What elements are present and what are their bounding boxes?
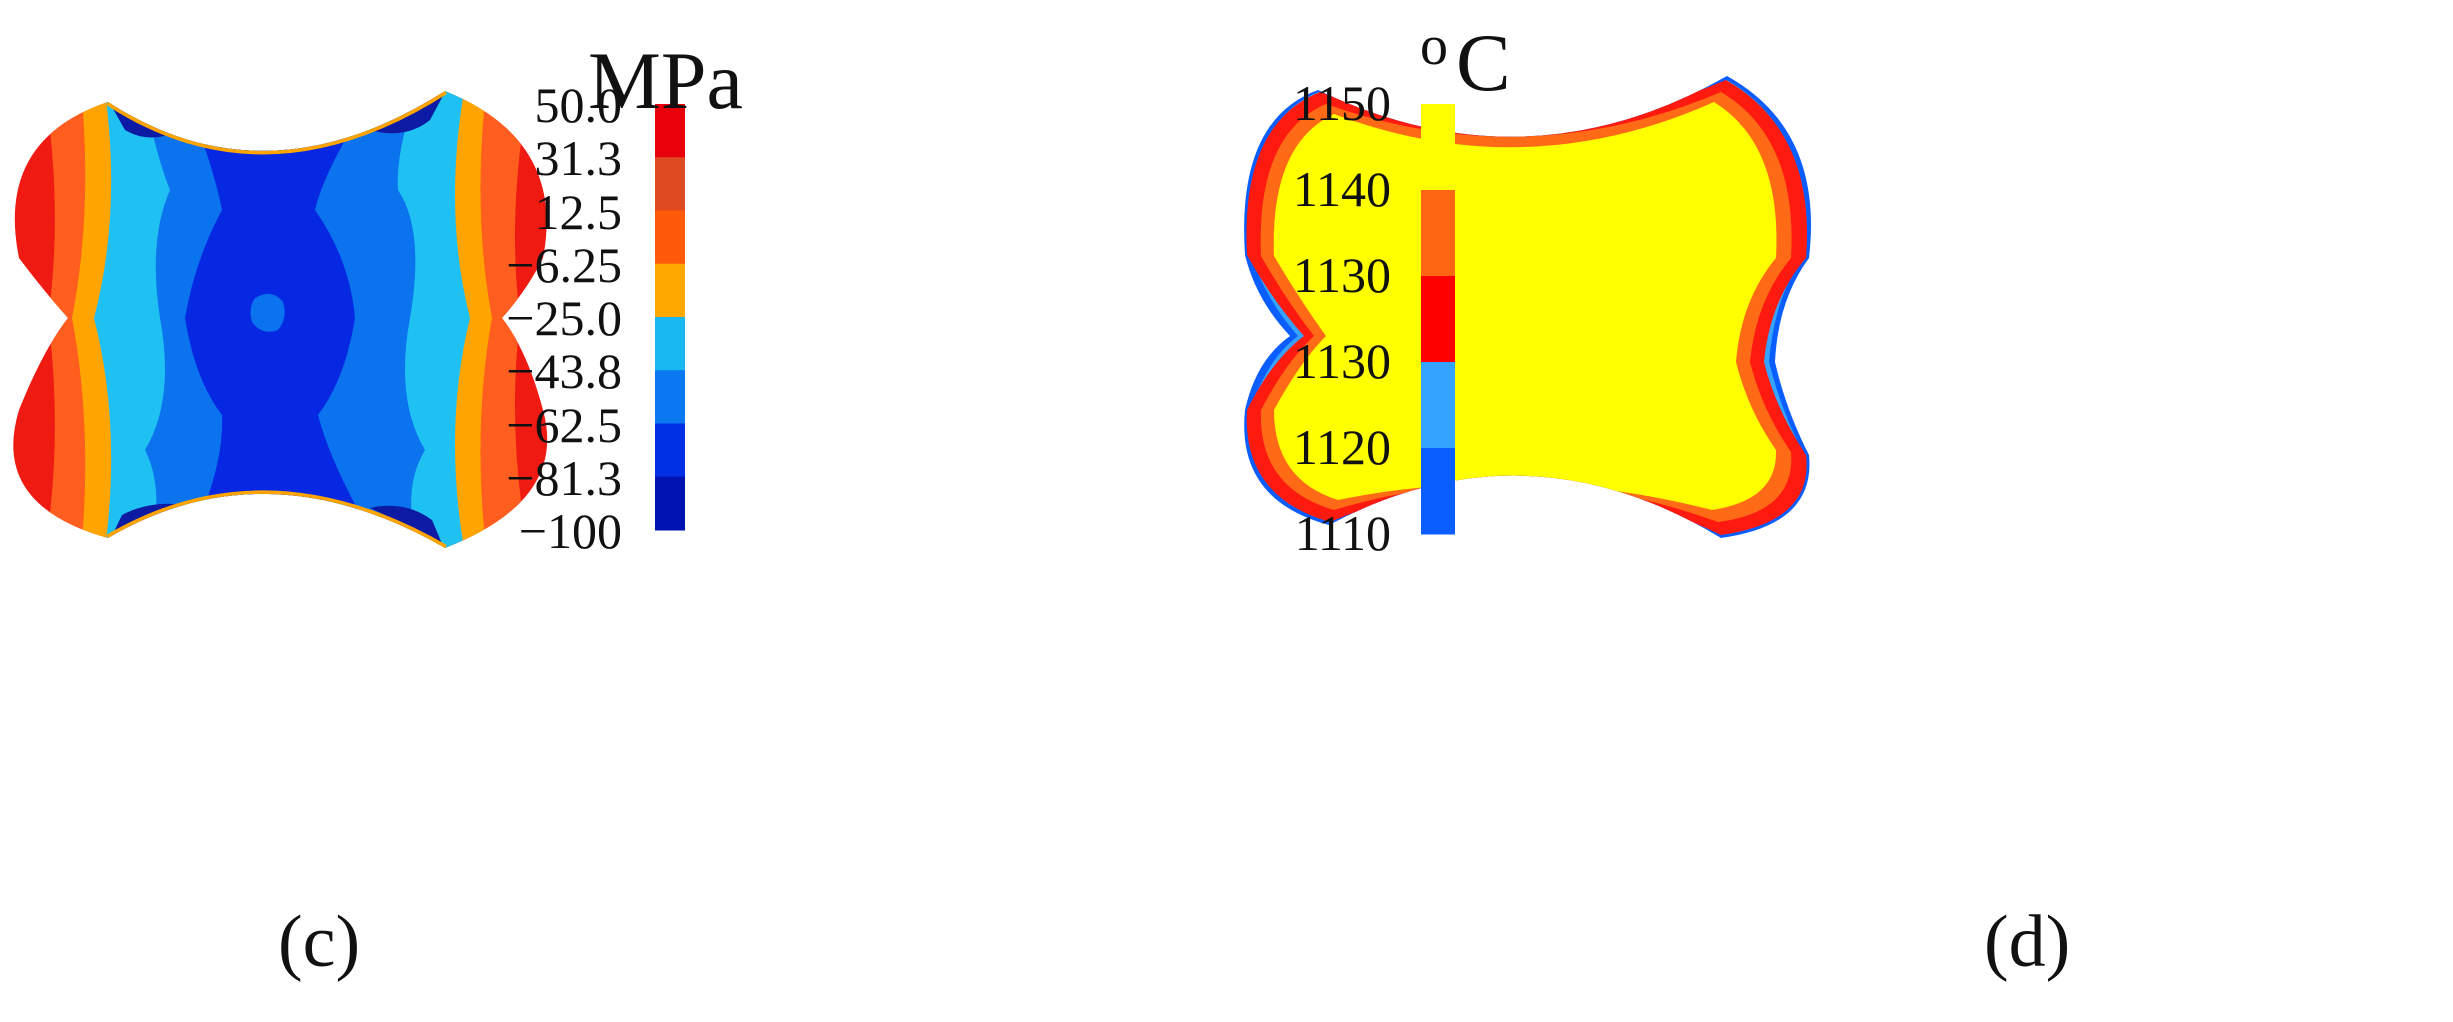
stress-center-patch <box>250 293 285 332</box>
temperature-colorbar <box>1421 104 1455 535</box>
temperature-tick-label: 1150 <box>1292 75 1391 131</box>
stress-colorbar <box>655 104 685 531</box>
temperature-colorbar-segment <box>1421 190 1455 277</box>
temperature-colorbar-segment <box>1421 362 1455 449</box>
temperature-unit-superscript: o <box>1420 15 1448 77</box>
stress-tick-label: −43.8 <box>506 343 622 400</box>
stress-tick-label: 12.5 <box>534 183 623 240</box>
stress-tick-label: 31.3 <box>534 130 623 187</box>
temperature-tick-label: 1140 <box>1292 161 1391 217</box>
temperature-field-bands <box>1244 76 1812 538</box>
temperature-tick-label: 1110 <box>1294 505 1391 561</box>
stress-colorbar-segment <box>655 476 685 531</box>
stress-colorbar-segment <box>655 370 685 424</box>
stress-colorbar-segment <box>655 210 685 265</box>
temperature-tick-label: 1120 <box>1292 419 1391 475</box>
stress-colorbar-segment <box>655 423 685 478</box>
temperature-tick-label: 1130 <box>1292 247 1391 303</box>
stress-tick-label: −62.5 <box>506 396 622 453</box>
stress-tick-label: −25.0 <box>506 290 622 346</box>
stress-colorbar-segment <box>655 104 685 158</box>
temperature-panel: o C 1150 1140 1130 1130 1120 1110 (d) <box>1226 0 2453 1022</box>
temperature-colorbar-segment <box>1421 104 1455 191</box>
stress-panel: MPa 50.0 31.3 12.5 −6.25 −25.0 −43.8 −62.5 −81.… <box>0 0 1226 1022</box>
stress-colorbar-segment <box>655 317 685 371</box>
temperature-colorbar-segment <box>1421 276 1455 363</box>
stress-colorbar-segment <box>655 263 685 318</box>
temperature-contour-plot <box>1244 76 1812 538</box>
stress-tick-label: −100 <box>518 503 622 559</box>
panel-d-caption: (d) <box>1984 901 2071 983</box>
stress-tick-label: −81.3 <box>506 449 622 506</box>
temperature-unit-label: C <box>1456 17 1511 108</box>
stress-tick-label: 50.0 <box>534 77 623 133</box>
panel-c-caption: (c) <box>278 901 361 983</box>
stress-unit-label: MPa <box>588 35 743 126</box>
temp-band-yellow <box>1273 102 1777 510</box>
stress-contour-plot <box>13 91 685 548</box>
stress-colorbar-segment <box>655 157 685 211</box>
stress-tick-label: −6.25 <box>506 236 622 293</box>
temperature-tick-label: 1130 <box>1292 333 1391 389</box>
temperature-colorbar-segment <box>1421 448 1455 535</box>
stress-band-deep-blue <box>170 91 400 548</box>
